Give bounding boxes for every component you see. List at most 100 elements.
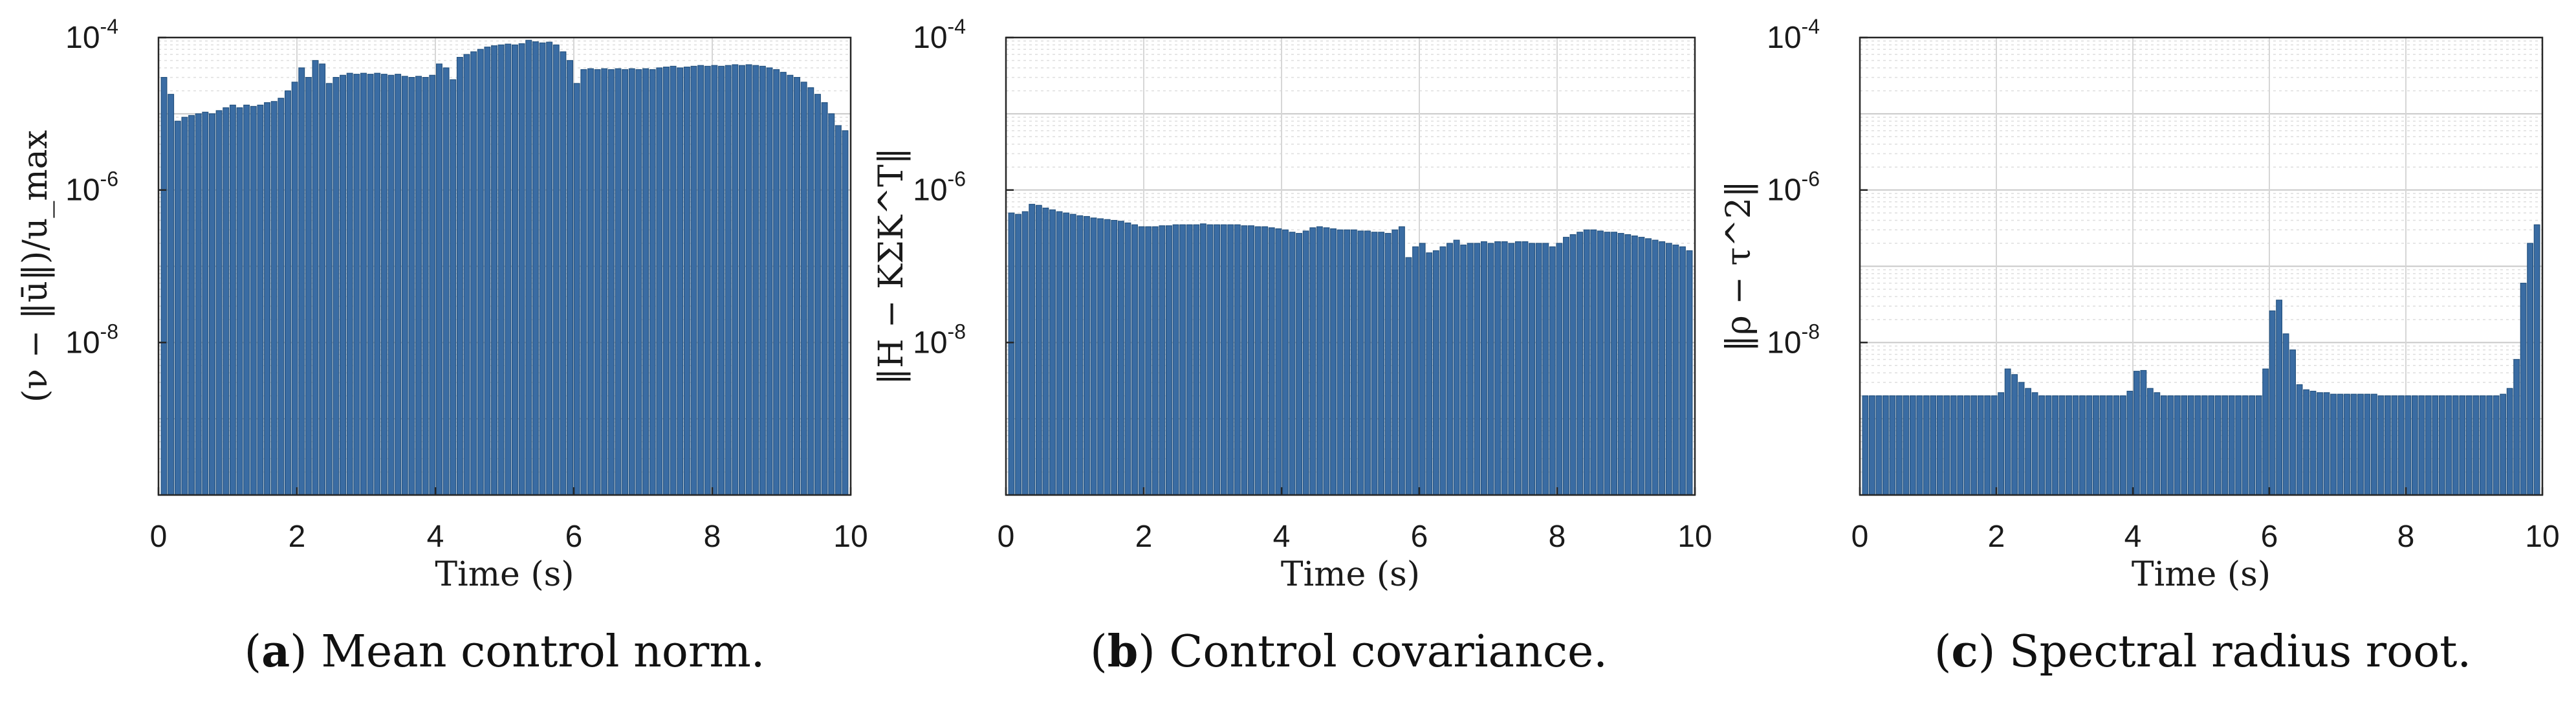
bar: [2337, 393, 2344, 496]
bar: [711, 65, 718, 496]
x-axis-label: Time (s): [2132, 555, 2271, 594]
bar: [477, 49, 484, 496]
bar: [2397, 395, 2405, 496]
bar: [2330, 393, 2337, 496]
bar: [1035, 204, 1042, 496]
bar: [2255, 395, 2262, 496]
bar: [1569, 234, 1577, 496]
bar: [223, 107, 230, 496]
bar: [1111, 219, 1118, 496]
bar: [1199, 223, 1206, 496]
bar: [1977, 395, 1984, 496]
bar: [1282, 229, 1289, 496]
bar: [484, 47, 491, 496]
bar: [505, 43, 512, 496]
bar: [580, 69, 587, 496]
bar: [525, 39, 532, 496]
bar: [2303, 389, 2309, 496]
bar: [1665, 243, 1672, 496]
bar: [1179, 224, 1186, 496]
y-ticks: 10-4 10-6 10-8: [1767, 15, 1868, 360]
bar: [470, 51, 477, 496]
y-tick-label: 10-4: [913, 15, 966, 55]
bar: [229, 104, 236, 496]
bar: [346, 72, 353, 496]
bars: [1862, 224, 2540, 496]
bar: [236, 107, 243, 496]
bar: [333, 77, 340, 496]
panel-caption: (b) Control covariance.: [1090, 626, 1608, 677]
bar: [1145, 226, 1152, 496]
bar: [2269, 310, 2276, 496]
bar: [594, 69, 601, 496]
x-tick-label: 6: [1411, 520, 1428, 554]
bar: [2099, 395, 2106, 496]
bar: [697, 65, 704, 496]
bar: [766, 67, 773, 496]
bar: [1686, 250, 1693, 496]
bar: [2004, 368, 2011, 496]
bar: [1350, 229, 1357, 496]
x-tick-label: 6: [565, 520, 583, 554]
bar: [1104, 219, 1111, 496]
bar: [1296, 233, 1303, 496]
bar: [1923, 395, 1930, 496]
panel-caption: (c) Spectral radius root.: [1934, 626, 2471, 677]
bar: [1439, 246, 1446, 496]
bar: [662, 67, 670, 496]
bar: [1950, 395, 1957, 496]
bar: [298, 67, 305, 496]
bar: [1159, 225, 1166, 496]
bar: [1227, 224, 1234, 496]
bar: [2452, 395, 2459, 496]
bar: [1460, 245, 1467, 496]
bar: [2262, 368, 2269, 496]
x-tick-label: 8: [704, 520, 721, 554]
bar: [1097, 218, 1104, 496]
bar: [1090, 217, 1097, 496]
x-axis-label: Time (s): [1281, 555, 1420, 594]
bar: [2493, 395, 2500, 496]
bar: [738, 65, 745, 496]
bar: [1330, 228, 1337, 496]
bar: [2533, 224, 2540, 496]
y-axis-label: (ν − ‖ū‖)/u_max: [16, 130, 55, 402]
bar: [1679, 246, 1686, 496]
bar: [1672, 245, 1679, 496]
bar: [2011, 374, 2018, 496]
y-tick-label: 10-6: [913, 168, 966, 208]
bar: [1323, 227, 1330, 496]
bar: [1241, 225, 1248, 496]
bar: [780, 72, 787, 496]
x-tick-label: 10: [1677, 520, 1712, 554]
chart-panel-c: 0 2 4 6 8 10 10-4 10-6 10-8 Time (s) ‖ρ − τ^2‖ (c) …: [1719, 15, 2560, 677]
bar: [1364, 230, 1371, 496]
y-tick-label: 10-4: [65, 15, 118, 55]
bar: [2500, 393, 2507, 496]
bar: [1234, 224, 1241, 496]
bar: [649, 69, 656, 496]
bar: [1069, 214, 1076, 496]
bar: [2214, 395, 2221, 496]
caption-text: Spectral radius root.: [2009, 626, 2471, 677]
x-tick-label: 0: [998, 520, 1015, 554]
bar: [2228, 395, 2235, 496]
x-tick-label: 10: [2525, 520, 2559, 554]
bar: [2154, 392, 2161, 496]
bar: [2296, 384, 2303, 496]
bar: [828, 113, 835, 496]
y-tick-label: 10-8: [1767, 320, 1820, 360]
bar: [2167, 395, 2174, 496]
bar: [1957, 395, 1964, 496]
bar: [1392, 229, 1399, 496]
y-tick-label: 10-6: [1767, 168, 1820, 208]
bar: [1015, 214, 1021, 496]
bar: [2113, 395, 2120, 496]
bar: [1138, 226, 1145, 496]
bar: [835, 125, 842, 496]
bar: [2201, 395, 2208, 496]
bar: [202, 111, 209, 496]
bar: [291, 82, 298, 496]
bar: [2031, 392, 2038, 496]
bar: [1522, 241, 1529, 496]
